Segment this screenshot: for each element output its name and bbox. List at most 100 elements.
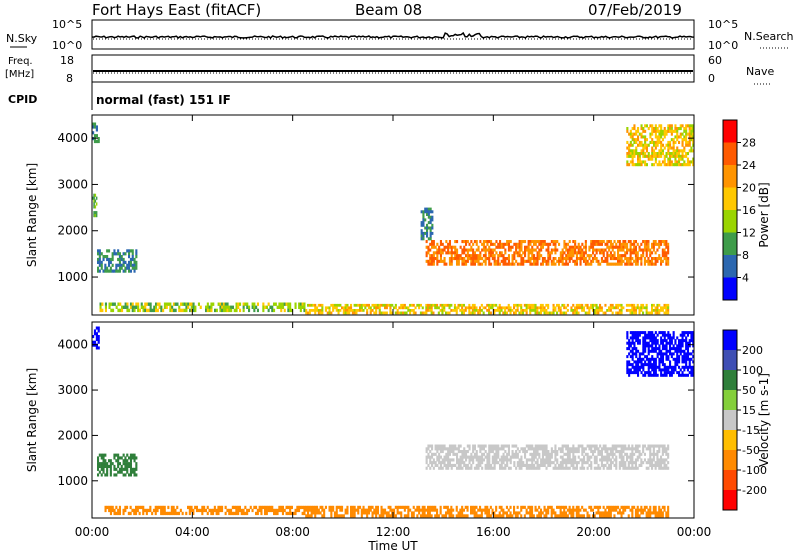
power-cell [635, 138, 638, 142]
power-cell [606, 259, 609, 263]
power-cell [98, 269, 101, 273]
velocity-cell [590, 455, 593, 459]
power-cell [685, 135, 688, 139]
power-cell [626, 248, 629, 252]
power-cell [625, 309, 628, 312]
power-cell [160, 308, 163, 313]
velocity-cell [690, 339, 693, 343]
power-cell [180, 308, 183, 313]
velocity-cell [581, 466, 584, 470]
power-cell [545, 309, 548, 312]
velocity-cell [258, 508, 261, 513]
velocity-cell [111, 508, 114, 513]
power-cell [688, 149, 691, 153]
power-cell [667, 152, 670, 156]
velocity-cell [520, 458, 523, 462]
power-cell [400, 311, 403, 315]
velocity-cell [595, 466, 598, 470]
velocity-cell [563, 444, 566, 448]
power-cell [511, 254, 514, 258]
velocity-cell [609, 447, 612, 451]
velocity-cell [387, 505, 390, 509]
power-cell [122, 257, 125, 262]
power-region-1 [92, 193, 98, 218]
power-cell [654, 257, 657, 261]
velocity-cell [653, 365, 656, 369]
velocity-cell [520, 463, 523, 467]
power-cell [685, 163, 688, 167]
velocity-cell [660, 339, 663, 343]
velocity-cell [584, 447, 587, 451]
power-cell [572, 251, 575, 255]
velocity-cell [557, 514, 560, 518]
power-cell [210, 305, 213, 309]
velocity-cell [506, 444, 509, 448]
power-cell [128, 249, 131, 253]
velocity-cell [620, 450, 623, 454]
velocity-cell [606, 452, 609, 456]
velocity-cell [586, 452, 589, 456]
velocity-cell [414, 508, 417, 512]
velocity-cell [540, 444, 543, 448]
velocity-cell [438, 452, 441, 456]
power-cell [445, 240, 448, 244]
power-cell [97, 266, 100, 270]
velocity-cell [663, 333, 666, 337]
power-cell [613, 251, 616, 255]
power-cell [533, 242, 536, 246]
power-cell [321, 311, 324, 315]
velocity-cell [215, 511, 218, 516]
velocity-cell [678, 360, 681, 364]
velocity-cell [686, 352, 689, 356]
velocity-cell [568, 450, 571, 454]
velocity-cell [588, 447, 591, 451]
power-cell [471, 306, 474, 310]
power-cell [117, 308, 120, 313]
velocity-cell [554, 463, 557, 467]
velocity-cell [524, 452, 527, 456]
power-cell [169, 305, 172, 309]
power-cell [563, 311, 566, 315]
velocity-cell [685, 347, 688, 351]
velocity-cell [626, 466, 629, 470]
velocity-cell [577, 447, 580, 451]
power-cell [448, 259, 451, 263]
power-cell [543, 257, 546, 261]
velocity-cell [600, 458, 603, 462]
velocity-cell [637, 360, 640, 364]
power-cell [533, 257, 536, 261]
power-cell [414, 311, 417, 315]
velocity-cell [552, 466, 555, 470]
power-cell [450, 259, 453, 263]
velocity-cell [471, 511, 474, 515]
power-cell [228, 308, 231, 313]
velocity-cell [463, 450, 466, 454]
velocity-cell [267, 505, 270, 510]
power-cell [448, 262, 451, 266]
power-cell [493, 311, 496, 315]
power-cell [128, 255, 131, 259]
power-cell [670, 127, 673, 131]
power-cell [647, 248, 650, 252]
velocity-cell [416, 508, 419, 512]
power-cell [445, 311, 448, 315]
velocity-cell [674, 349, 677, 353]
power-cell [436, 248, 439, 252]
velocity-cell [357, 508, 360, 512]
velocity-cell [572, 461, 575, 465]
power-cell [679, 127, 682, 131]
velocity-cell [385, 511, 388, 515]
velocity-cell [527, 444, 530, 448]
velocity-cell [642, 344, 645, 348]
power-cell [427, 259, 430, 263]
power-cell [559, 251, 562, 255]
velocity-cell [611, 461, 614, 465]
power-cell [426, 229, 429, 233]
velocity-cell [450, 508, 453, 512]
power-cell [644, 152, 647, 156]
power-cell [531, 248, 534, 252]
velocity-cell [679, 368, 682, 372]
velocity-cell [581, 461, 584, 465]
power-cell [491, 242, 494, 246]
power-cell [430, 303, 433, 307]
